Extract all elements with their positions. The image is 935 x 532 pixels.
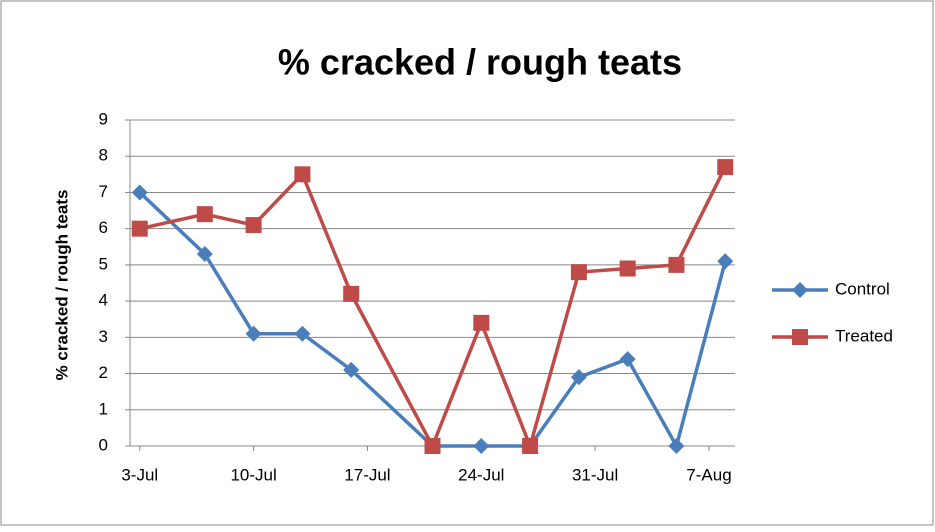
x-tick-label: 17-Jul — [344, 465, 390, 484]
data-point — [196, 246, 213, 263]
x-tick-label: 10-Jul — [230, 465, 276, 484]
y-tick-label: 7 — [99, 182, 108, 201]
data-point — [131, 220, 148, 237]
y-tick-label: 4 — [99, 291, 108, 310]
x-tick-label: 24-Jul — [458, 465, 504, 484]
y-tick-label: 8 — [99, 146, 108, 165]
data-point — [668, 256, 685, 273]
data-point — [245, 217, 262, 234]
x-tick-label: 31-Jul — [572, 465, 618, 484]
chart-title: % cracked / rough teats — [278, 42, 682, 83]
x-tick-label: 7-Aug — [686, 465, 731, 484]
legend-label: Control — [835, 279, 890, 298]
y-tick-label: 3 — [99, 327, 108, 346]
series-line — [139, 166, 727, 452]
y-tick-label: 1 — [99, 399, 108, 418]
data-point — [294, 325, 311, 342]
series-line — [138, 191, 727, 451]
legend-label: Treated — [835, 326, 893, 345]
data-point — [196, 206, 213, 223]
data-point — [245, 325, 262, 342]
data-point — [570, 264, 587, 281]
data-point — [473, 314, 490, 331]
data-point — [717, 253, 734, 270]
y-tick-label: 2 — [99, 363, 108, 382]
y-tick-label: 0 — [99, 435, 108, 454]
data-point — [131, 184, 148, 201]
data-point — [424, 438, 441, 454]
data-point — [717, 159, 734, 176]
y-tick-label: 6 — [99, 218, 108, 237]
data-point — [570, 369, 587, 386]
x-tick-label: 3-Jul — [121, 465, 158, 484]
legend-marker — [792, 282, 808, 298]
legend-marker — [792, 329, 808, 345]
data-point — [294, 166, 311, 183]
y-tick-label: 5 — [99, 254, 108, 273]
data-point — [473, 438, 490, 454]
data-point — [343, 285, 360, 302]
y-tick-label: 9 — [99, 109, 108, 128]
data-point — [522, 438, 539, 454]
y-axis-label: % cracked / rough teats — [52, 190, 71, 381]
data-point — [619, 260, 636, 277]
data-point — [619, 351, 636, 368]
data-point — [343, 361, 360, 378]
data-point — [668, 438, 685, 454]
